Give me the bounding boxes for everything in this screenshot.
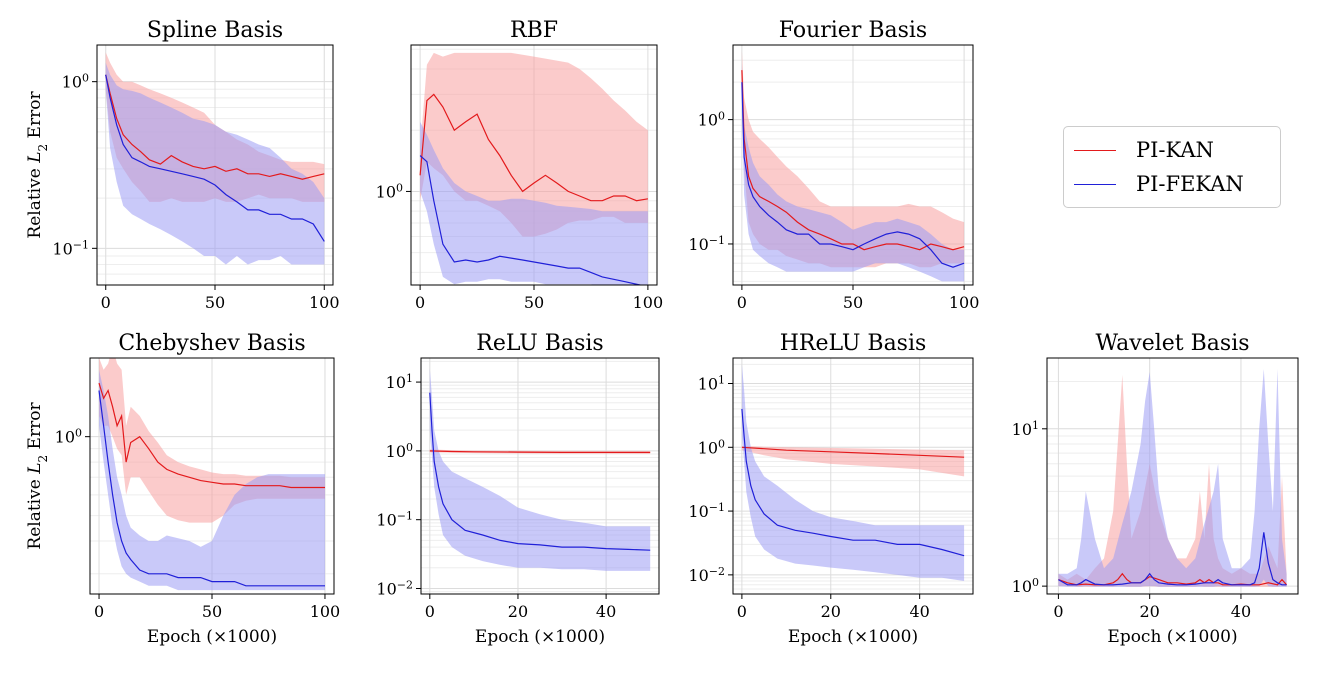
line-pi-kan: [105, 74, 325, 180]
legend-swatch-pi-kan: [1074, 149, 1116, 151]
y-tick-label: 10−1: [52, 238, 89, 258]
y-tick-label: 100: [698, 437, 725, 458]
y-tick-label: 10−1: [688, 501, 725, 522]
plot-area-relu-basis: [429, 368, 651, 571]
plot-area-fourier-basis: [741, 50, 965, 282]
band-pi-kan: [1058, 374, 1287, 587]
line-pi-fekan: [429, 392, 651, 551]
y-tick-label: 10−1: [688, 233, 725, 254]
x-axis-label: Epoch (×1000): [1107, 627, 1237, 647]
y-tick-label: 100: [1012, 576, 1039, 597]
x-tick-label: 40: [596, 602, 616, 621]
y-axis-label: Relative L2 Error: [25, 91, 50, 239]
line-pi-kan: [741, 446, 965, 458]
line-pi-fekan: [419, 155, 643, 285]
x-axis-label: Epoch (×1000): [147, 627, 277, 647]
x-tick-label: 50: [524, 293, 544, 312]
line-pi-kan: [98, 382, 325, 489]
y-axis-label: Relative L2 Error: [25, 402, 50, 550]
legend-label-pi-fekan: PI-FEKAN: [1136, 172, 1244, 196]
y-tick-label: 100: [62, 71, 89, 92]
x-tick-label: 0: [425, 602, 435, 621]
x-tick-label: 50: [843, 293, 863, 312]
axes-frame-wavelet-basis: [1046, 357, 1299, 595]
subplot-wavelet-basis: 0 20 40 101 100 Wavelet Basis Epoch (×1000): [1012, 331, 1299, 647]
legend-entry-pi-fekan: PI-FEKAN: [1074, 169, 1244, 199]
x-tick-label: 50: [205, 293, 225, 312]
x-tick-label: 100: [949, 293, 980, 312]
x-tick-label: 20: [508, 602, 528, 621]
band-pi-kan: [420, 52, 648, 237]
band-pi-fekan: [741, 64, 965, 282]
subplot-title-spline-basis: Spline Basis: [147, 18, 283, 43]
plot-area-chebyshev-basis: [98, 358, 325, 591]
x-tick-label: 40: [1231, 602, 1251, 621]
plot-area-wavelet-basis: [1058, 369, 1288, 587]
band-pi-fekan: [420, 121, 648, 285]
y-tick-label: 101: [698, 373, 725, 394]
y-tick-label: 10−2: [376, 578, 413, 599]
subplot-chebyshev-basis: 0 50 100 100 Chebyshev Basis Epoch (×1000) Rel…: [25, 331, 340, 647]
line-pi-kan: [429, 450, 651, 453]
subplot-title-chebyshev-basis: Chebyshev Basis: [118, 331, 305, 356]
subplot-title-fourier-basis: Fourier Basis: [779, 18, 927, 43]
x-tick-label: 0: [737, 293, 747, 312]
x-tick-label: 0: [94, 602, 104, 621]
subplot-title-rbf: RBF: [510, 18, 558, 43]
x-tick-label: 100: [310, 602, 341, 621]
y-tick-label: 101: [1012, 418, 1039, 439]
band-pi-fekan: [429, 368, 651, 571]
subplot-fourier-basis: 0 50 100 100 10−1 Fourier Basis: [688, 18, 979, 312]
x-tick-label: 40: [909, 602, 929, 621]
x-tick-label: 100: [309, 293, 340, 312]
x-tick-label: 50: [202, 602, 222, 621]
legend-entry-pi-kan: PI-KAN: [1074, 135, 1214, 165]
subplot-rbf: 0 50 100 100 RBF: [376, 18, 664, 312]
y-tick-label: 101: [386, 372, 413, 393]
subplot-title-wavelet-basis: Wavelet Basis: [1095, 331, 1249, 356]
x-tick-label: 20: [821, 602, 841, 621]
line-pi-fekan: [98, 390, 325, 587]
line-pi-fekan: [1058, 532, 1287, 586]
legend-swatch-pi-fekan: [1074, 183, 1116, 185]
line-pi-fekan: [105, 74, 325, 242]
x-tick-label: 0: [415, 293, 425, 312]
plot-area-rbf: [419, 52, 648, 285]
plot-area-hrelu-basis: [741, 364, 965, 581]
y-tick-label: 100: [386, 440, 413, 461]
x-tick-label: 0: [1053, 602, 1063, 621]
band-pi-fekan: [99, 369, 325, 591]
y-tick-label: 100: [55, 426, 82, 447]
legend: PI-KAN PI-FEKAN: [1063, 126, 1281, 208]
y-tick-label: 10−2: [688, 564, 725, 585]
x-axis-label: Epoch (×1000): [788, 627, 918, 647]
x-tick-label: 100: [633, 293, 664, 312]
line-pi-fekan: [741, 408, 965, 557]
x-tick-label: 0: [737, 602, 747, 621]
x-tick-label: 0: [101, 293, 111, 312]
y-tick-label: 10−1: [376, 509, 413, 530]
x-tick-label: 20: [1140, 602, 1160, 621]
band-pi-fekan: [741, 364, 965, 581]
axes-frame-relu-basis: [420, 357, 660, 595]
x-axis-label: Epoch (×1000): [475, 627, 605, 647]
subplot-hrelu-basis: 0 20 40 101 100 10−1 10−2 HReLU Basis Epoch (×10…: [688, 331, 974, 647]
band-pi-kan: [741, 445, 965, 477]
y-tick-label: 100: [698, 109, 725, 129]
legend-label-pi-kan: PI-KAN: [1136, 138, 1214, 162]
line-pi-fekan: [741, 82, 965, 268]
axes-frame-hrelu-basis: [732, 357, 974, 595]
subplot-title-relu-basis: ReLU Basis: [476, 331, 603, 356]
subplot-relu-basis: 0 20 40 101 100 10−1 10−2 ReLU Basis Epoch (×100…: [376, 331, 660, 647]
line-pi-kan: [419, 93, 648, 202]
band-pi-fekan: [1058, 369, 1287, 587]
line-pi-kan: [741, 70, 965, 251]
plot-area-spline-basis: [105, 52, 325, 265]
y-tick-label: 100: [376, 181, 403, 202]
subplot-spline-basis: 0 50 100 100 10−1 Spline Basis Relative L2 Err…: [25, 18, 340, 312]
subplot-title-hrelu-basis: HReLU Basis: [780, 331, 927, 356]
